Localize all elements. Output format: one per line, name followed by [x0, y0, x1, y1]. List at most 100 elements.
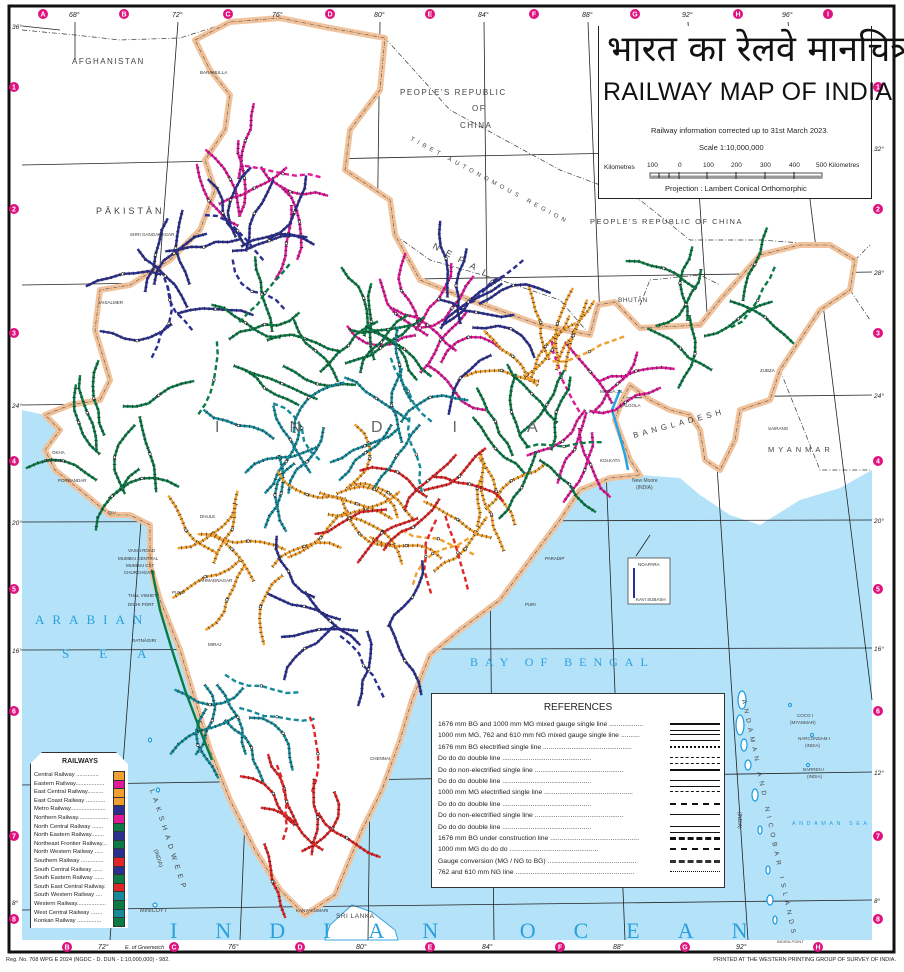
island — [152, 902, 158, 908]
grid-marker-label: I — [827, 12, 829, 19]
station-marker — [281, 731, 285, 735]
railway-ties — [729, 299, 796, 345]
railway-line — [308, 715, 320, 793]
grid-marker — [62, 942, 72, 952]
grid-marker — [38, 9, 48, 19]
station-marker — [61, 459, 65, 463]
station-marker — [262, 386, 267, 390]
station-marker — [228, 177, 232, 181]
reference-row: Do do do double line ...................… — [438, 823, 720, 834]
station-marker — [246, 539, 250, 543]
island — [735, 714, 745, 736]
railway-line — [462, 258, 525, 308]
grid-marker-label: 4 — [12, 459, 16, 466]
station-label: CHENNAI — [370, 756, 390, 761]
station-marker — [252, 211, 256, 216]
station-marker — [262, 322, 267, 327]
railway-line — [238, 262, 292, 324]
label-lakshadweep-india: (INDIA) — [152, 849, 163, 868]
railway-ties — [423, 446, 487, 492]
station-marker — [560, 439, 565, 443]
parallel — [21, 25, 61, 31]
station-marker — [493, 419, 498, 424]
station-label: JAISALMER — [98, 300, 124, 305]
railway-name: South East Central Railway. — [34, 883, 106, 890]
railway-ties — [204, 564, 247, 632]
line-symbol-icon — [670, 757, 720, 765]
railway-ties — [523, 314, 572, 378]
label-narcondam-country: (INDIA) — [805, 743, 821, 748]
label-indira-point: INDIRA POINT — [777, 939, 804, 944]
latitude-label: 24° — [11, 402, 22, 410]
station-marker — [463, 547, 467, 551]
station-marker — [623, 400, 628, 404]
station-marker — [229, 198, 233, 202]
grid-marker-label: 2 — [876, 207, 880, 214]
railway-name: Southern Railway .............. — [34, 858, 104, 864]
railway-line — [411, 537, 470, 587]
railway-line — [422, 519, 438, 595]
station-marker — [456, 551, 460, 555]
reference-label: 1000 mm MG, 762 and 610 mm NG mixed gaug… — [438, 732, 640, 740]
station-marker — [363, 444, 367, 448]
line-symbol-icon — [670, 802, 720, 810]
station-marker — [167, 321, 171, 325]
international-borders — [21, 21, 871, 471]
railway-name: West Central Railway ....... — [34, 909, 103, 916]
station-marker — [589, 463, 593, 467]
station-marker — [693, 352, 697, 356]
station-marker — [396, 470, 400, 474]
station-marker — [539, 320, 543, 324]
station-marker — [112, 455, 117, 459]
label-pakistan: PĀKISTĀN — [96, 206, 165, 216]
title-box: भारत का रेलवे मानचित्र RAILWAY MAP OF IN… — [598, 26, 904, 199]
station-marker — [426, 323, 430, 327]
station-marker — [148, 452, 152, 456]
railway-line — [275, 763, 289, 841]
scalebar-left-label: Kilometres — [604, 164, 635, 171]
greenwich-label: E. of Greenwich — [125, 945, 164, 951]
reference-label: 1000 mm MG do do do ....................… — [438, 846, 599, 854]
station-marker — [468, 482, 472, 486]
railway-ties — [25, 457, 98, 482]
station-marker — [530, 392, 534, 396]
railway-ties — [591, 351, 640, 415]
grid-marker-label: 6 — [12, 709, 16, 716]
railway-ties — [420, 274, 476, 330]
longitude-label: 68° — [69, 11, 80, 19]
station-marker — [436, 537, 441, 541]
grid-marker — [425, 9, 435, 19]
railway-ties — [107, 476, 180, 500]
label-coco-country: (MYANMAR) — [790, 720, 816, 725]
label-bay-of-bengal: BAY OF BENGAL — [470, 655, 655, 669]
scalebar-tick: 100 — [647, 162, 658, 169]
label-andaman-india: (INDIA) — [736, 812, 742, 829]
railway-line — [203, 213, 265, 261]
line-symbol-icon — [670, 859, 720, 868]
grid-marker-label: C — [171, 945, 176, 952]
label-china-1: PEOPLE'S REPUBLIC — [400, 88, 507, 97]
station-marker — [316, 815, 320, 819]
station-marker — [184, 528, 188, 532]
station-marker — [289, 438, 293, 442]
railway-ties — [112, 423, 137, 495]
station-marker — [319, 536, 323, 540]
station-marker — [307, 396, 311, 400]
railway-name: Northeast Frontier Railway... — [34, 840, 108, 847]
station-marker — [466, 335, 471, 339]
station-label: AHMADNAGAR — [200, 578, 233, 583]
grid-marker — [9, 82, 19, 92]
railway-line — [550, 339, 581, 413]
station-marker — [313, 349, 318, 353]
metro-inset: NOAPARA KAVI SUBASH — [627, 534, 671, 605]
label-myanmar: MYANMAR — [768, 445, 834, 454]
label-sri-lanka: SRI LANKA — [336, 913, 375, 920]
station-marker — [305, 460, 309, 464]
island — [155, 787, 161, 793]
railway-ties — [339, 266, 370, 337]
reference-label: Do do do double line ...................… — [438, 755, 591, 763]
longitude-label: 76° — [272, 11, 283, 19]
railway-ties — [91, 359, 106, 437]
reference-row: Do do do double line ...................… — [438, 800, 720, 811]
grid-marker-label: 1 — [12, 85, 16, 92]
